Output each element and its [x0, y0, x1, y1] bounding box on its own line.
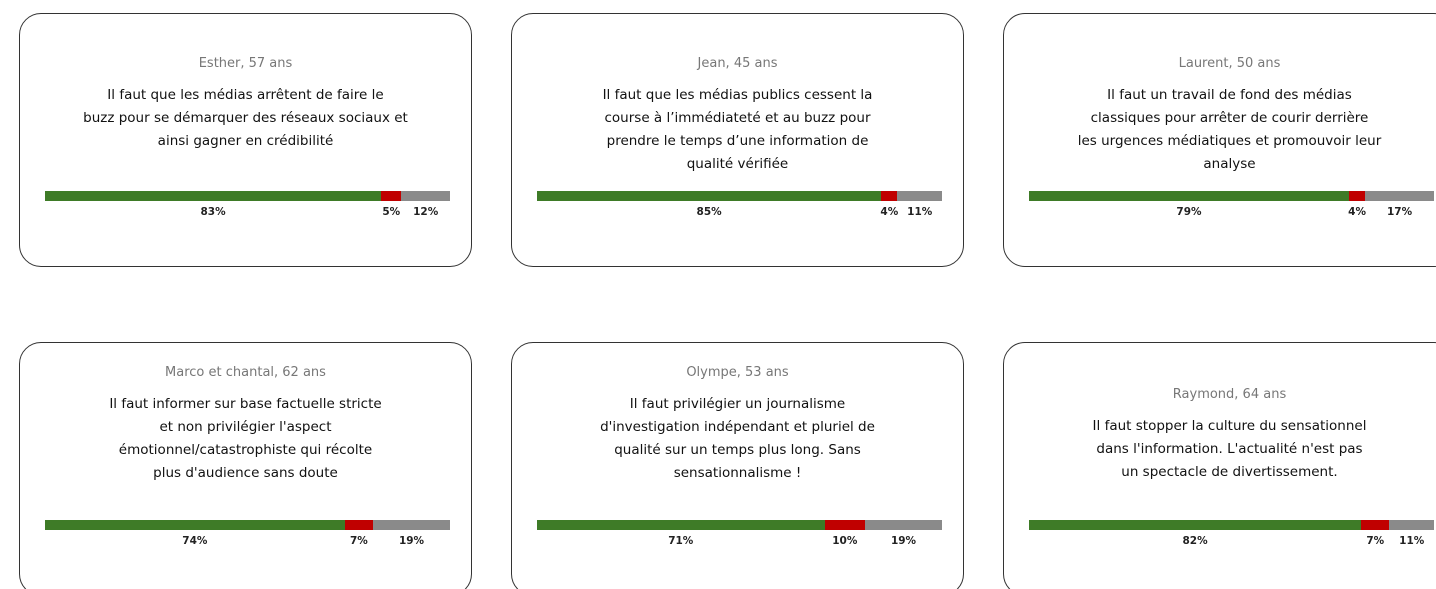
value-label: 11%	[907, 206, 933, 218]
quote-card: Jean, 45 ans Il faut que les médias publi…	[511, 13, 964, 267]
bar-segment	[344, 520, 374, 530]
bar-segment	[1348, 191, 1366, 201]
value-label: 10%	[832, 535, 858, 547]
quote: Il faut un travail de fond des médias cla…	[1004, 84, 1436, 176]
value-label: 11%	[1399, 535, 1425, 547]
value-label: 5%	[382, 206, 401, 218]
bar-segment	[537, 520, 825, 530]
quote-line: sensationnalisme !	[673, 465, 802, 481]
author: Jean, 45 ans	[697, 56, 778, 71]
quote-line: un spectacle de divertissement.	[1121, 464, 1338, 480]
quote-card: Esther, 57 ans Il faut que les médias arr…	[19, 13, 472, 267]
quote: Il faut privilégier un journalisme d'inve…	[512, 393, 963, 485]
bar-segment	[881, 191, 898, 201]
bar-segment	[897, 191, 942, 201]
quote-line: analyse	[1203, 156, 1256, 172]
quote-line: et non privilégier l'aspect	[159, 419, 332, 435]
value-label: 19%	[890, 535, 917, 547]
value-label: 4%	[1348, 206, 1366, 218]
bar-segment	[1389, 520, 1434, 530]
quote: Il faut que les médias publics cessent l…	[512, 84, 963, 176]
value-label: 83%	[200, 206, 226, 218]
bar-segment	[45, 191, 382, 201]
value-label: 4%	[880, 206, 899, 218]
value-label: 7%	[349, 535, 368, 547]
value-label: 7%	[1366, 535, 1385, 547]
value-label: 79%	[1176, 206, 1202, 218]
quote-line: course à l’immédiateté et au buzz pour	[604, 110, 871, 126]
value-label: 82%	[1182, 535, 1208, 547]
quote-line: Il faut stopper la culture du sensationn…	[1092, 418, 1367, 434]
quote-line: Il faut privilégier un journalisme	[629, 396, 846, 412]
quote-line: d'investigation indépendant et pluriel d…	[600, 419, 875, 435]
author: Raymond, 64 ans	[1172, 387, 1287, 402]
bar-segment	[824, 520, 866, 530]
quote-line: ainsi gagner en crédibilité	[157, 133, 334, 149]
bar-segment	[381, 191, 402, 201]
author: Marco et chantal, 62 ans	[165, 365, 326, 380]
quote-card: Olympe, 53 ans Il faut privilégier un jou…	[511, 342, 964, 589]
value-label: 17%	[1386, 206, 1413, 218]
bar-segment	[1029, 191, 1349, 201]
bar-segment	[865, 520, 942, 530]
bar-segment	[401, 191, 450, 201]
value-label: 85%	[696, 206, 722, 218]
bar-segment	[1365, 191, 1434, 201]
quote-card: Marco et chantal, 62 ans Il faut informer…	[19, 342, 472, 589]
bar-segment	[1029, 520, 1362, 530]
quote-line: buzz pour se démarquer des réseaux socia…	[83, 110, 408, 126]
author: Laurent, 50 ans	[1178, 56, 1281, 71]
quote-line: Il faut que les médias publics cessent l…	[602, 87, 873, 103]
quote: Il faut que les médias arrêtent de faire…	[20, 84, 471, 153]
quote-line: les urgences médiatiques et promouvoir l…	[1077, 133, 1382, 149]
author: Olympe, 53 ans	[686, 365, 789, 380]
quote-line: Il faut un travail de fond des médias	[1107, 87, 1352, 103]
bar-segment	[1361, 520, 1390, 530]
quote-line: émotionnel/catastrophiste qui récolte	[118, 442, 373, 458]
quote: Il faut informer sur base factuelle stri…	[20, 393, 471, 485]
quote-line: Il faut informer sur base factuelle stri…	[109, 396, 382, 412]
author: Esther, 57 ans	[198, 56, 293, 71]
quote-line: classiques pour arrêter de courir derriè…	[1090, 110, 1369, 126]
bar-segment	[45, 520, 345, 530]
value-label: 74%	[182, 535, 208, 547]
quote-line: plus d'audience sans doute	[153, 465, 338, 481]
quote-line: Il faut que les médias arrêtent de faire…	[107, 87, 384, 103]
quote: Il faut stopper la culture du sensationn…	[1004, 415, 1436, 484]
bar-segment	[373, 520, 450, 530]
value-label: 19%	[398, 535, 425, 547]
value-label: 12%	[413, 206, 439, 218]
quote-line: prendre le temps d’une information de	[606, 133, 869, 149]
quote-card: Laurent, 50 ans Il faut un travail de fon…	[1003, 13, 1436, 267]
quote-card: Raymond, 64 ans Il faut stopper la cultur…	[1003, 342, 1436, 589]
quote-line: dans l'information. L'actualité n'est pa…	[1096, 441, 1363, 457]
quote-line: qualité vérifiée	[686, 156, 789, 172]
bar-segment	[537, 191, 882, 201]
quote-line: qualité sur un temps plus long. Sans	[614, 442, 861, 458]
value-label: 71%	[668, 535, 694, 547]
